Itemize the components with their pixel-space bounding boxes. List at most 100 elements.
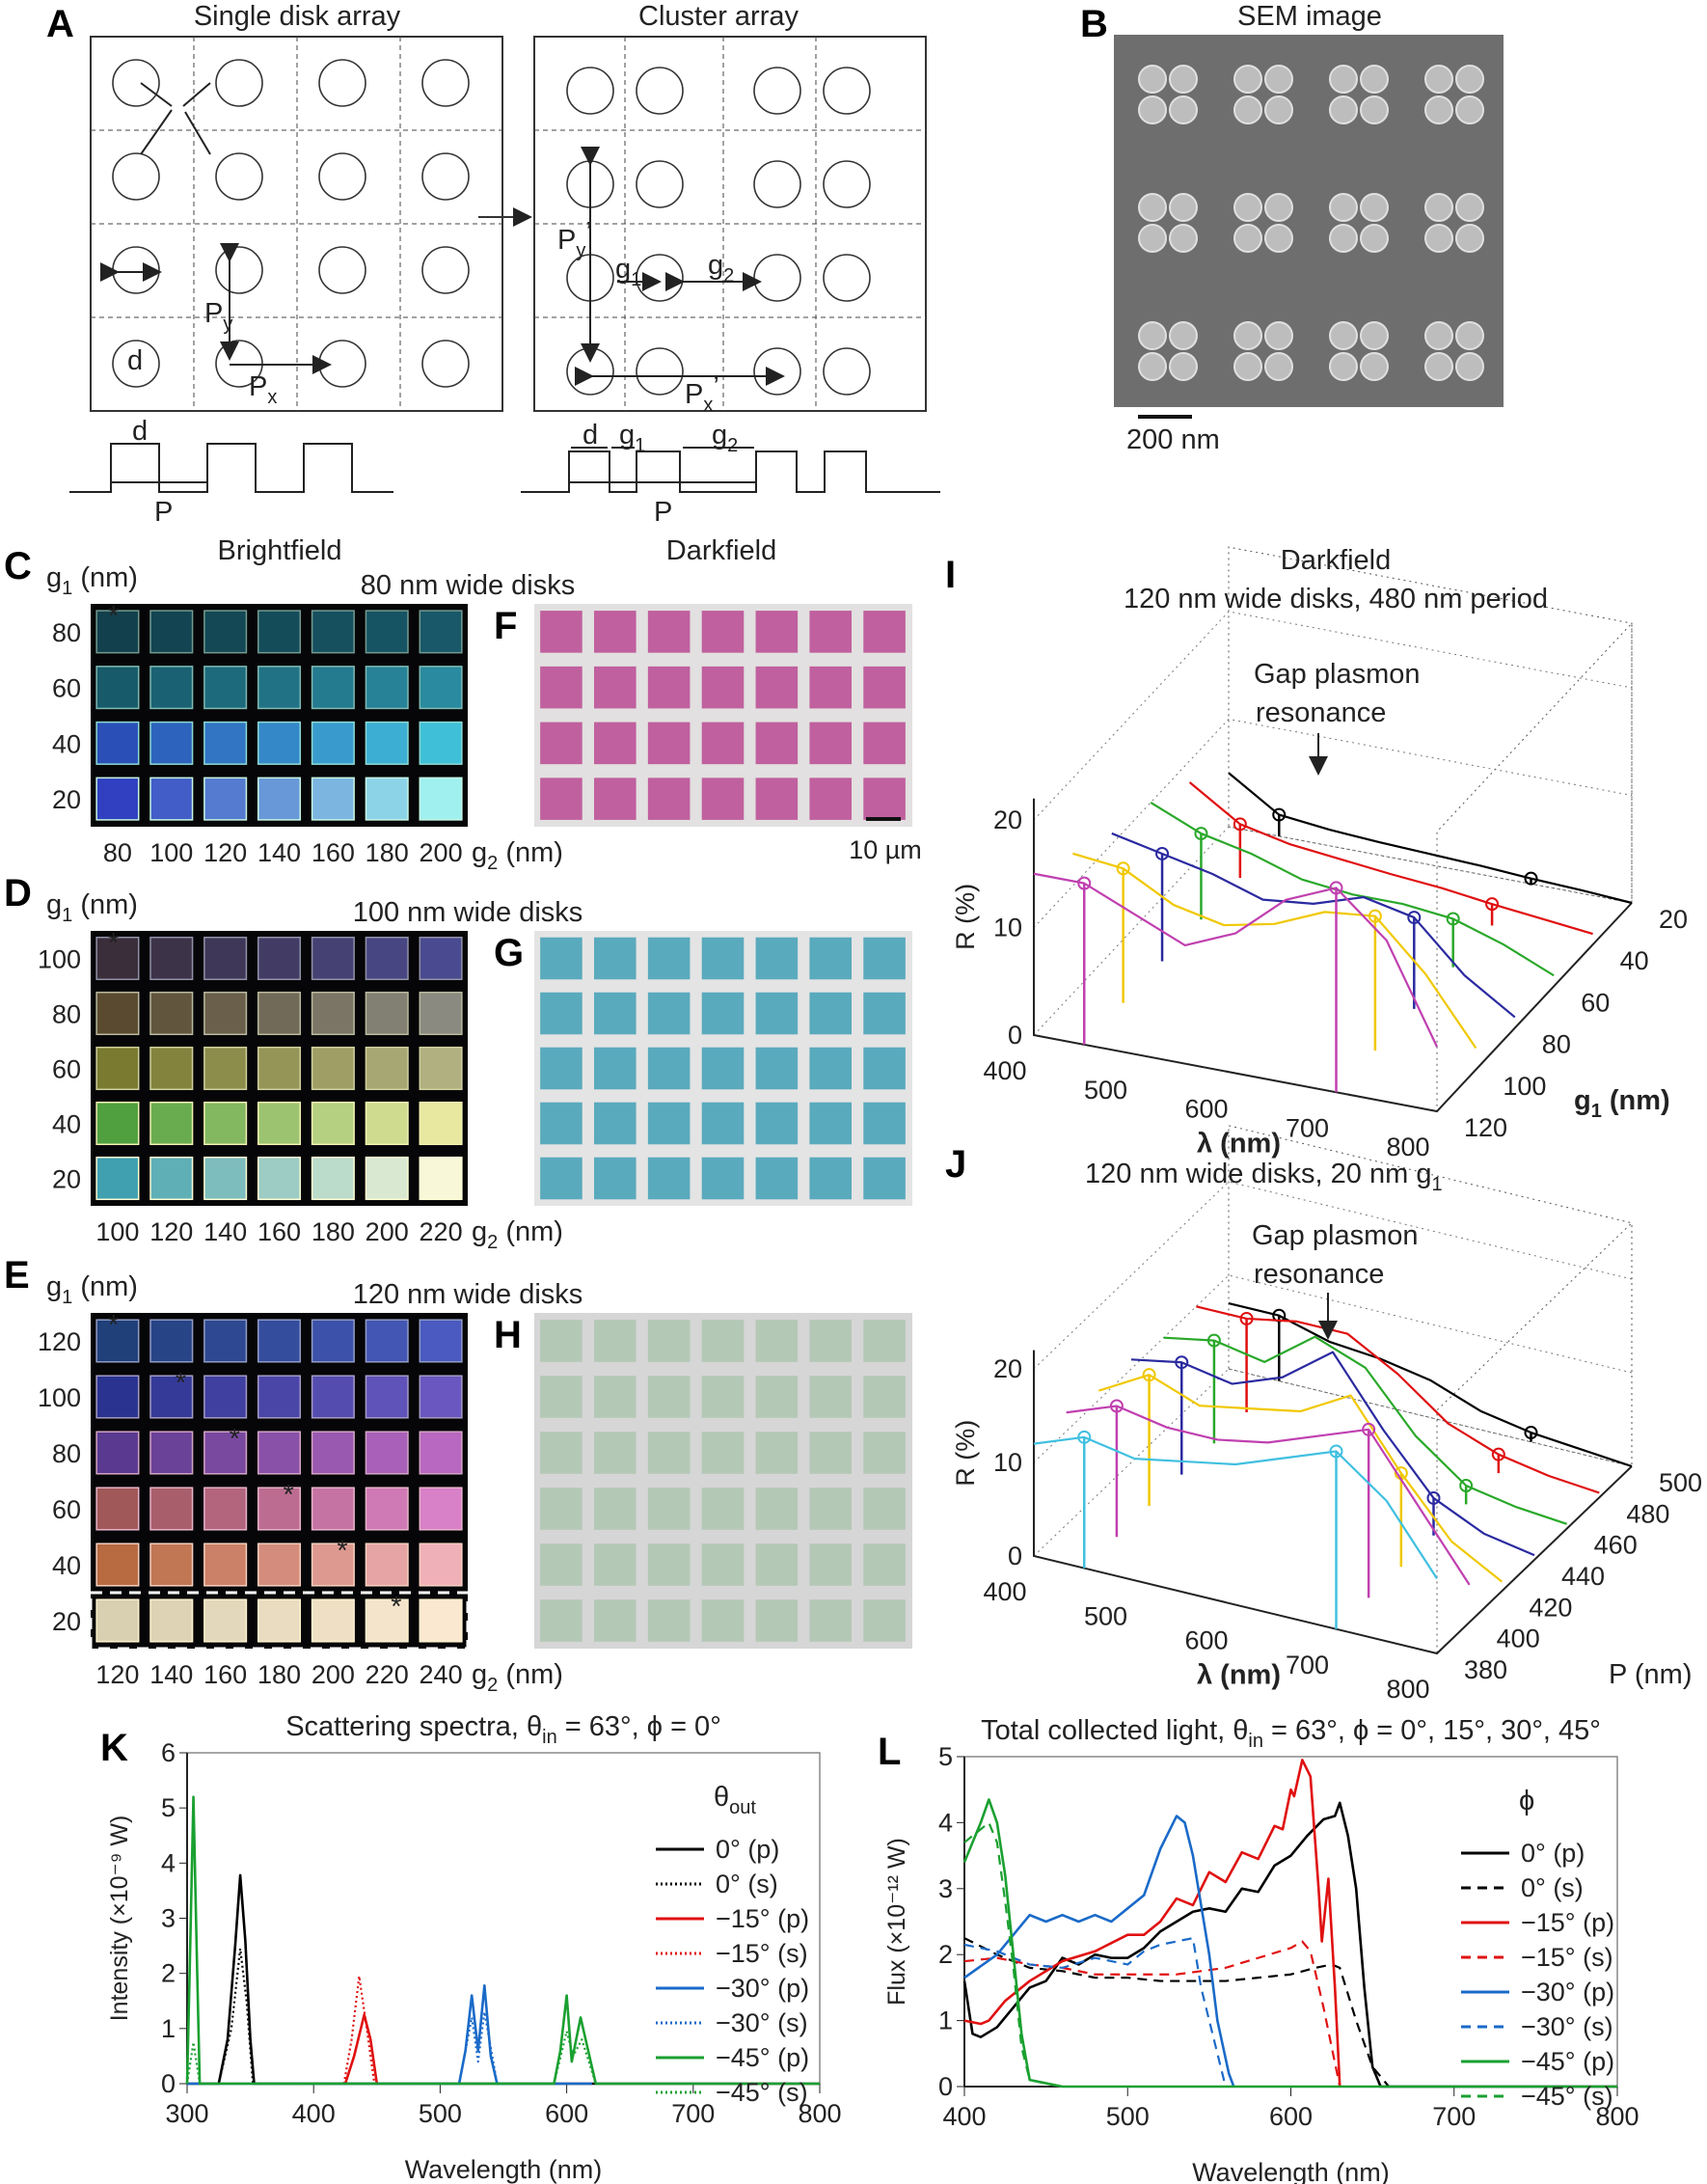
sem-disk — [1360, 96, 1389, 124]
brightfield-square — [95, 936, 140, 981]
legend-label: −30° (p) — [716, 1974, 809, 2003]
g1-tick: 100 — [38, 1383, 81, 1412]
x-tick-label: 800 — [798, 2099, 841, 2128]
disk — [318, 59, 366, 107]
brightfield-square — [419, 666, 463, 710]
g1-tick: 80 — [52, 618, 81, 647]
brightfield-square — [203, 936, 248, 981]
darkfield-square — [540, 1102, 583, 1145]
disk — [636, 160, 684, 208]
brightfield-square — [365, 610, 409, 654]
resonance-marker — [1077, 1430, 1092, 1444]
g2-tick: 120 — [149, 1217, 193, 1246]
sem-title: SEM image — [1237, 1, 1382, 32]
brightfield-square — [257, 1319, 302, 1363]
y-tick-label: 6 — [161, 1738, 176, 1767]
y-tick-label: 5 — [938, 1742, 953, 1771]
g1-tick: 80 — [52, 1000, 81, 1029]
lambda-tick: 500 — [1084, 1601, 1127, 1630]
brightfield-square — [95, 1431, 140, 1475]
r-tick: 10 — [993, 1448, 1022, 1477]
g2-tick: 80 — [103, 838, 132, 867]
darkfield-square — [594, 611, 637, 653]
r-tick: 0 — [1008, 1542, 1022, 1570]
panel-a: A Single disk array Cluster array d Py P… — [46, 1, 940, 528]
profile-label-g2: g2 — [712, 420, 738, 456]
brightfield-square — [257, 1046, 302, 1091]
g2-tick: 100 — [149, 838, 193, 867]
lambda-axis-label: λ (nm) — [1197, 1129, 1281, 1160]
brightfield-square — [419, 610, 463, 654]
panel-title: 80 nm wide disks — [361, 570, 575, 601]
darkfield-square — [863, 937, 906, 980]
sem-disk — [1138, 193, 1167, 222]
annotation-line2: resonance — [1256, 697, 1386, 728]
disk — [753, 347, 801, 396]
x-tick-label: 700 — [671, 2099, 715, 2128]
darkfield-square — [863, 1543, 906, 1586]
g2-tick: 200 — [366, 1217, 409, 1246]
disk — [823, 347, 871, 396]
panel-b: B SEM image 200 nm — [1080, 1, 1504, 455]
darkfield-square — [594, 778, 637, 820]
panel-label-c: C — [4, 545, 32, 587]
darkfield-square — [594, 666, 637, 709]
brightfield-square — [203, 1431, 248, 1475]
resonance-marker — [1368, 909, 1382, 923]
darkfield-square — [755, 611, 799, 653]
cluster-array-disks — [534, 37, 926, 411]
y-tick-label: 4 — [161, 1848, 176, 1877]
sem-disk — [1138, 96, 1167, 124]
darkfield-square — [809, 1320, 852, 1362]
legend-label: 0° (s) — [1521, 1873, 1584, 1902]
g1-tick: 40 — [52, 1551, 81, 1580]
brightfield-square — [257, 991, 302, 1036]
darkfield-square — [540, 1320, 583, 1362]
g2-tick: 180 — [312, 1217, 355, 1246]
brightfield-square — [419, 1046, 463, 1091]
darkfield-square — [809, 1157, 852, 1200]
brightfield-square — [311, 1101, 355, 1146]
spectrum-i-2 — [1150, 801, 1555, 977]
brightfield-square — [95, 1046, 140, 1091]
darkfield-square — [647, 778, 691, 820]
lambda-tick: 700 — [1286, 1113, 1329, 1142]
spectrum-j-3 — [1130, 1351, 1535, 1557]
y-axis-label: Intensity (×10⁻⁹ W) — [106, 1815, 133, 2022]
legend-label: −45° (s) — [716, 2078, 808, 2107]
label-py: Py — [204, 298, 232, 335]
darkfield-square — [647, 1376, 691, 1418]
darkfield-square — [647, 1543, 691, 1586]
darkfield-square — [701, 1599, 745, 1642]
g2-tick: 220 — [366, 1660, 409, 1689]
y-tick-label: 5 — [161, 1793, 176, 1822]
darkfield-square — [647, 1102, 691, 1145]
x-tick-label: 700 — [1432, 2102, 1476, 2131]
brightfield-square — [203, 1319, 248, 1363]
sem-disk — [1424, 96, 1453, 124]
axes — [1033, 798, 1633, 1113]
brightfield-square — [257, 777, 302, 821]
brightfield-square — [419, 1101, 463, 1146]
brightfield-square — [203, 1542, 248, 1587]
brightfield-square — [95, 1598, 140, 1643]
g2-tick: 240 — [420, 1660, 463, 1689]
brightfield-square — [95, 991, 140, 1036]
legend-label: 0° (s) — [716, 1870, 778, 1898]
highlight-row-box — [89, 1591, 470, 1651]
legend-label: 0° (p) — [716, 1835, 779, 1864]
brightfield-square — [149, 666, 194, 710]
panel-k: K Scattering spectra, θin = 63°, ϕ = 0°30… — [100, 1711, 842, 2184]
brightfield-square — [311, 1598, 355, 1643]
g1-tick: 80 — [52, 1439, 81, 1468]
darkfield-square — [647, 1599, 691, 1642]
brightfield-square — [311, 936, 355, 981]
panel-label-g: G — [494, 932, 524, 974]
series-line-0 — [962, 1801, 1617, 2088]
brightfield-image — [91, 1313, 468, 1649]
g1-tick: 40 — [52, 729, 81, 758]
darkfield-square — [809, 722, 852, 765]
panel-label-j: J — [945, 1143, 966, 1186]
